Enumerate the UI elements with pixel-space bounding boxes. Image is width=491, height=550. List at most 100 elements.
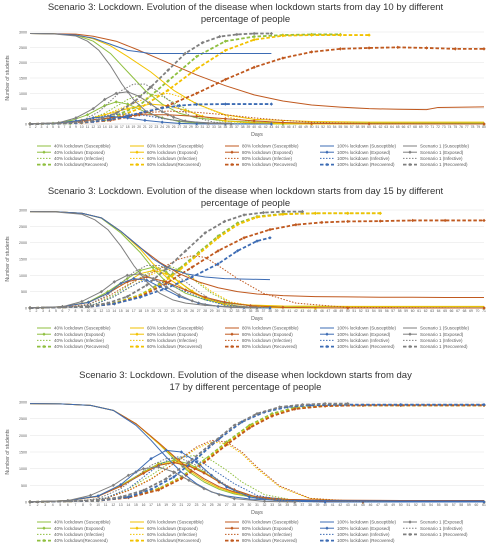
data-point [261,210,266,215]
data-point [338,33,343,37]
data-point [200,41,205,45]
data-point [145,278,149,282]
chart-title-line-2: 17 by different percentage of people [169,382,322,393]
data-point [137,106,141,111]
legend-marker [42,332,46,336]
x-tick-label: 15 [134,503,138,507]
legend-label: 60% lockdown(Recovered) [147,162,201,167]
legend-label: 40% lockdown (Infective) [54,156,105,161]
x-tick-label: 59 [467,503,471,507]
legend-item: Scenario 1 (Infective) [403,156,463,161]
data-point [309,33,314,37]
x-tick-label: 33 [212,125,216,129]
legend-label: Scenario 1 (Recovered) [420,344,468,349]
data-point [160,110,164,114]
series-line [29,34,370,125]
legend-label: 40% lockdown(Recovered) [54,538,108,543]
data-point [232,496,236,501]
x-tick-label: 40 [281,309,285,313]
x-tick-label: 63 [384,125,388,129]
series-line [29,268,484,309]
x-tick-label: 53 [327,125,331,129]
data-point [126,473,131,478]
x-tick-label: 9 [90,503,92,507]
series-line [29,219,484,309]
legend-label: Scenario 1 (Recovered) [420,162,468,167]
x-tick-label: 4 [49,309,51,313]
data-point [119,482,123,487]
x-tick-label: 70 [476,309,480,313]
x-tick-label: 56 [444,503,448,507]
data-point [91,116,95,120]
x-tick-label: 3 [42,309,44,313]
data-point [171,115,176,119]
x-tick-label: 67 [456,309,460,313]
x-tick-label: 1 [29,503,31,507]
x-tick-label: 56 [385,309,389,313]
data-point [151,265,155,269]
data-point [338,47,343,51]
x-tick-label: 66 [450,309,454,313]
data-point [217,492,221,497]
x-tick-label: 74 [448,125,452,129]
series-line [29,279,270,309]
data-point [482,500,486,504]
data-point [216,236,220,240]
data-point [187,478,191,483]
x-tick-label: 39 [246,125,250,129]
data-point [229,305,233,310]
x-tick-label: 48 [298,125,302,129]
data-point [196,252,201,256]
series-line [29,83,237,125]
data-point [281,305,285,310]
legend-item: Scenario 1 (Exposed) [403,150,464,155]
data-point [91,119,95,124]
y-tick-label: 500 [21,290,27,294]
x-tick-label: 10 [96,503,100,507]
data-point [119,495,123,499]
x-tick-label: 22 [187,503,191,507]
legend-label: Scenario 1 (Infective) [420,526,463,531]
chart-panel-day-15: Scenario 3: Lockdown. Evolution of the d… [0,184,491,368]
series-scenario-1-recovered [28,209,305,310]
data-point [255,215,259,219]
legend-marker [42,162,46,167]
x-tick-label: 78 [471,125,475,129]
x-tick-label: 18 [126,125,130,129]
data-point [235,32,239,37]
legend-label: 80% lockdown (Susceptible) [242,144,299,149]
data-point [164,272,168,276]
x-tick-label: 7 [74,503,76,507]
x-tick-label: 40 [252,125,256,129]
x-tick-label: 69 [419,125,423,129]
x-tick-label: 25 [166,125,170,129]
data-point [125,90,130,94]
data-point [132,276,136,281]
legend-item: Scenario 1 (Exposed) [403,332,464,337]
data-point [294,223,298,227]
x-tick-label: 8 [74,309,76,313]
chart-title-line-1: Scenario 3: Lockdown. Evolution of the d… [47,186,444,197]
data-point [112,302,117,306]
legend-marker [325,526,329,530]
x-tick-label: 67 [407,125,411,129]
y-tick-label: 2000 [19,61,27,65]
x-tick-label: 50 [310,125,314,129]
data-point [252,65,256,69]
series-line [29,456,484,503]
data-point [86,300,91,305]
x-tick-label: 28 [232,503,236,507]
legend-item: 100% lockdown (Recovered) [320,162,395,167]
legend-marker [42,344,46,349]
data-point [223,77,228,82]
x-tick-label: 11 [104,503,108,507]
series-line [29,236,271,309]
legend-marker [42,538,46,543]
legend-item: Scenario 1 (Recovered) [403,532,468,537]
data-point [268,236,272,240]
x-tick-label: 13 [119,503,123,507]
legend-label: Scenario 1 (Susceptible) [420,144,470,149]
legend-item: 60% lockdown (Infective) [130,338,198,343]
data-point [269,31,274,36]
